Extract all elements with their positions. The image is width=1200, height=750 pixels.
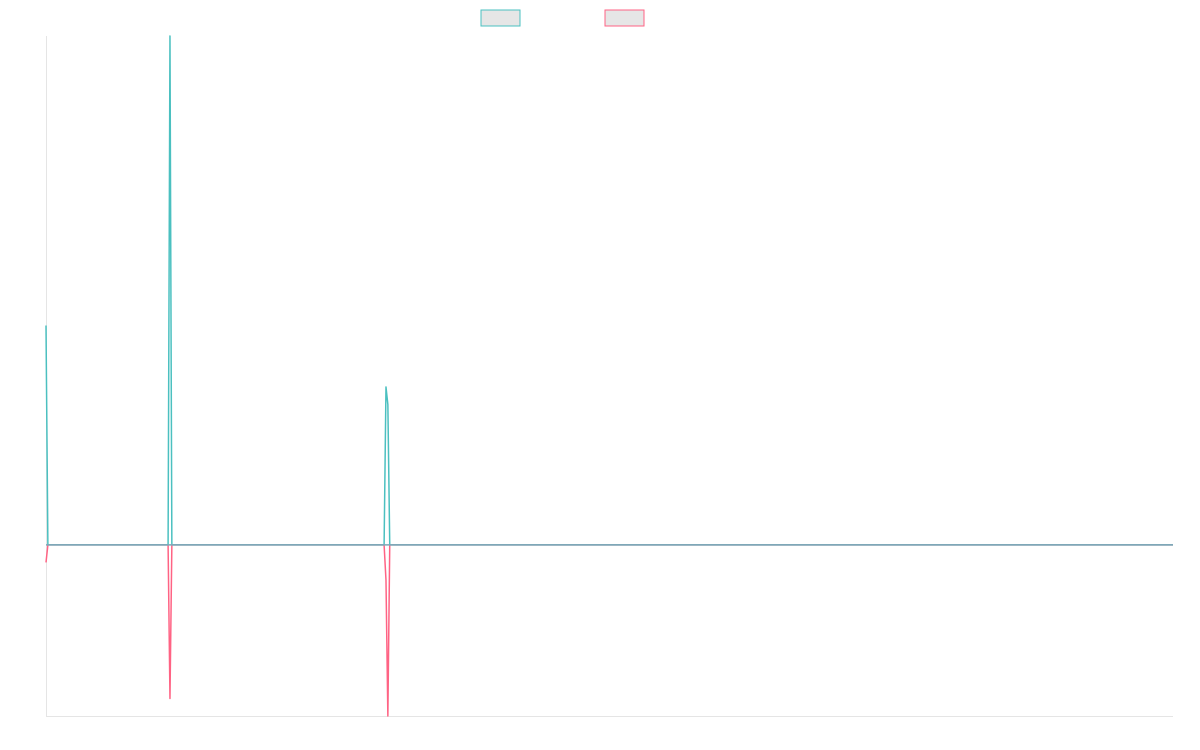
series-layer — [45, 35, 1173, 717]
legend — [480, 9, 645, 27]
series-a-line[interactable] — [45, 35, 1173, 546]
legend-swatch-series-a[interactable] — [480, 9, 521, 27]
series-b-line[interactable] — [45, 544, 1173, 717]
legend-swatch-series-b[interactable] — [604, 9, 645, 27]
